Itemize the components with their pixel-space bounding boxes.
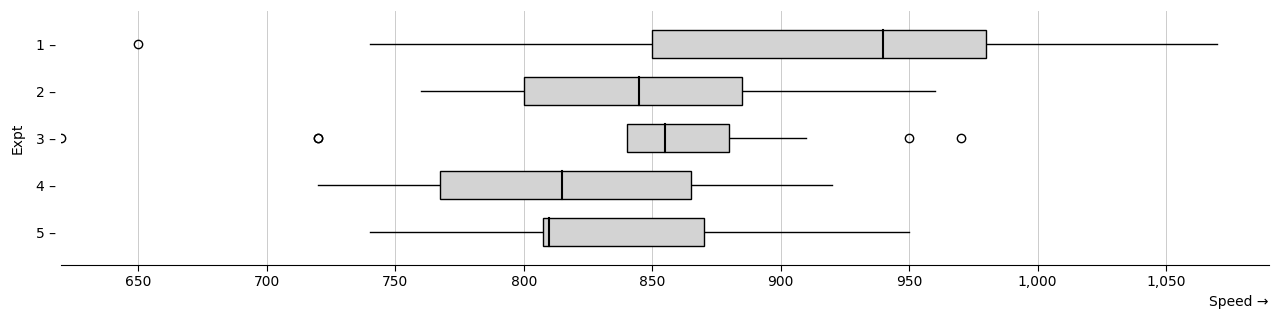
- Bar: [524, 77, 742, 105]
- X-axis label: Speed →: Speed →: [1210, 295, 1268, 309]
- Y-axis label: Expt: Expt: [12, 122, 26, 154]
- Bar: [543, 218, 704, 246]
- Bar: [626, 124, 730, 152]
- Bar: [440, 171, 691, 199]
- Bar: [653, 30, 987, 58]
